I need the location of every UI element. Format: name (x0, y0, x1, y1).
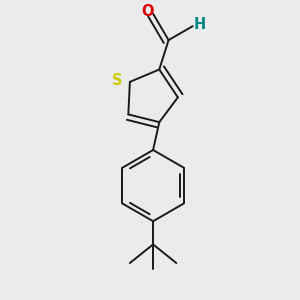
Text: S: S (112, 73, 122, 88)
Text: O: O (141, 4, 154, 19)
Text: H: H (194, 17, 206, 32)
